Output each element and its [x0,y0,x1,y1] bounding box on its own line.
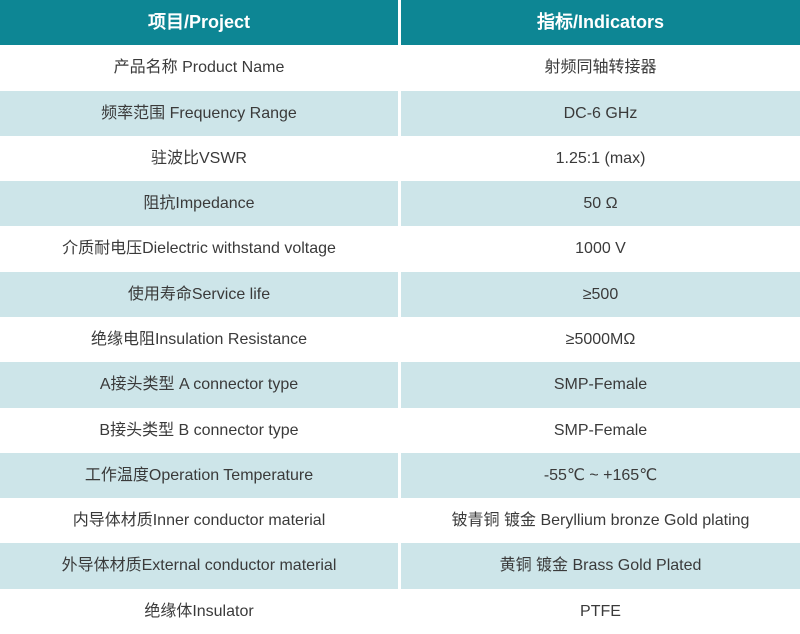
table-row: 驻波比VSWR 1.25:1 (max) [0,135,800,182]
indicator-cell: 1.25:1 (max) [555,149,646,167]
project-cell: A接头类型 A connector type [0,362,401,408]
project-cell: 频率范围 Frequency Range [0,90,401,136]
header-project: 项目/Project [0,0,401,46]
indicator-cell: -55℃ ~ +165℃ [543,466,658,484]
table-row: 介质耐电压Dielectric withstand voltage 1000 V [0,226,800,272]
indicator-cell: SMP-Female [553,421,648,439]
indicator-cell: 黄铜 镀金 Brass Gold Plated [499,557,702,575]
table-row: 绝缘体Insulator PTFE [0,588,800,634]
table-row: 使用寿命Service life ≥500 [0,271,800,317]
indicator-cell: 铍青铜 镀金 Beryllium bronze Gold plating [451,512,750,530]
table-row: 外导体材质External conductor material 黄铜 镀金 B… [0,543,800,589]
table-header-row: 项目/Project 指标/Indicators [0,0,800,46]
project-cell: 使用寿命Service life [0,271,401,317]
project-cell: 产品名称 Product Name [0,45,401,91]
project-cell: 外导体材质External conductor material [0,543,401,589]
project-cell: 驻波比VSWR [0,135,401,182]
indicator-cell: PTFE [580,602,621,620]
indicator-cell: 50 Ω [583,195,618,213]
indicator-cell: 射频同轴转接器 [544,59,657,77]
table-row: A接头类型 A connector type SMP-Female [0,362,800,408]
header-indicators: 指标/Indicators [536,11,665,32]
project-cell: 绝缘电阻Insulation Resistance [0,316,401,363]
table-row: 阻抗Impedance 50 Ω [0,181,800,227]
indicator-cell: 1000 V [575,240,626,258]
project-cell: B接头类型 B connector type [0,407,401,453]
project-cell: 介质耐电压Dielectric withstand voltage [0,226,401,272]
table-row: B接头类型 B connector type SMP-Female [0,407,800,453]
project-cell: 阻抗Impedance [0,181,401,227]
table-row: 工作温度Operation Temperature -55℃ ~ +165℃ [0,452,800,499]
table-row: 内导体材质Inner conductor material 铍青铜 镀金 Ber… [0,498,800,544]
table-row: 产品名称 Product Name 射频同轴转接器 [0,45,800,91]
indicator-cell: SMP-Female [553,376,648,394]
project-cell: 绝缘体Insulator [0,588,401,634]
project-cell: 内导体材质Inner conductor material [0,498,401,544]
indicator-cell: DC-6 GHz [563,104,638,122]
table-row: 绝缘电阻Insulation Resistance ≥5000MΩ [0,316,800,363]
project-cell: 工作温度Operation Temperature [0,452,401,499]
table-row: 频率范围 Frequency Range DC-6 GHz [0,90,800,136]
indicator-cell: ≥500 [582,285,619,303]
indicator-cell: ≥5000MΩ [565,331,636,349]
